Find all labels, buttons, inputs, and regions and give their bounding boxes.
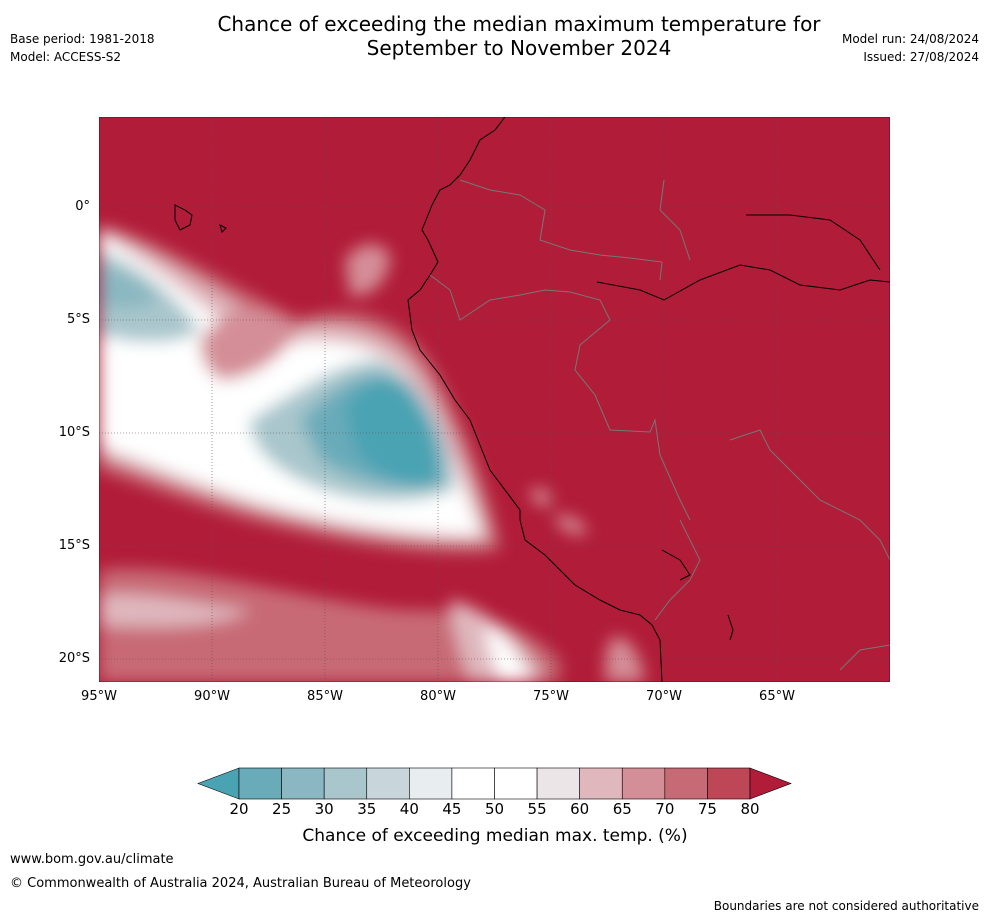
colorbar-title: Chance of exceeding median max. temp. (%… [302,826,688,846]
colorbar-tick-label: 45 [442,800,462,818]
colorbar-segment [238,767,282,800]
colorbar-tick-label: 50 [484,800,505,818]
website-link[interactable]: www.bom.gov.au/climate [10,852,174,867]
colorbar-tick-label: 30 [314,800,334,818]
colorbar-segment [579,767,623,800]
lat-label: 0° [75,199,90,214]
probability-contours [99,225,645,682]
colorbar [197,767,792,800]
colorbar-segment [366,767,410,800]
boundary-disclaimer: Boundaries are not considered authoritat… [713,899,979,913]
colorbar-segment [494,767,538,800]
base-period: Base period: 1981-2018 [10,32,155,46]
lat-label: 15°S [58,538,90,553]
lon-label: 75°W [533,689,569,704]
colorbar-segment [536,767,580,800]
colorbar-tick-label: 65 [612,800,632,818]
lon-label: 70°W [646,689,682,704]
colorbar-segment [664,767,708,800]
model-name: Model: ACCESS-S2 [10,50,122,64]
model-run-date: Model run: 24/08/2024 [841,32,979,46]
colorbar-tick-label: 60 [570,800,590,818]
colorbar-tick-label: 20 [229,800,249,818]
colorbar-segment [281,767,325,800]
copyright-notice: © Commonwealth of Australia 2024, Austra… [10,876,471,891]
issued-date: Issued: 27/08/2024 [863,50,979,64]
colorbar-tick-label: 70 [655,800,675,818]
coastline [174,117,890,682]
colorbar-segment [409,767,453,800]
lon-label: 85°W [307,689,343,704]
map-title: Chance of exceeding the median maximum t… [180,12,858,60]
colorbar-segment [621,767,666,800]
colorbar-tick-label: 25 [272,800,292,818]
run-info: Model run: 24/08/2024 Issued: 27/08/2024 [842,30,979,66]
colorbar-tick-label: 75 [697,800,717,818]
colorbar-segment [451,767,495,800]
colorbar-tick-label: 80 [740,800,760,818]
lon-label: 95°W [81,689,117,704]
lat-label: 5°S [66,312,90,327]
colorbar-extend-high [749,767,792,800]
title-line-1: Chance of exceeding the median maximum t… [217,12,821,36]
lat-label: 10°S [58,425,90,440]
national-borders [429,179,890,671]
grid-lines [99,117,890,682]
colorbar-extend-low [197,767,240,800]
map-area [99,117,890,682]
model-info: Base period: 1981-2018 Model: ACCESS-S2 [10,30,155,66]
title-line-2: September to November 2024 [366,36,672,60]
colorbar-tick-label: 35 [357,800,377,818]
lat-label: 20°S [58,651,90,666]
lon-label: 80°W [420,689,456,704]
colorbar-segment [707,767,751,800]
colorbar-tick-label: 55 [527,800,547,818]
colorbar-tick-label: 40 [399,800,419,818]
lon-label: 90°W [194,689,230,704]
colorbar-segment [323,767,368,800]
lon-label: 65°W [759,689,795,704]
